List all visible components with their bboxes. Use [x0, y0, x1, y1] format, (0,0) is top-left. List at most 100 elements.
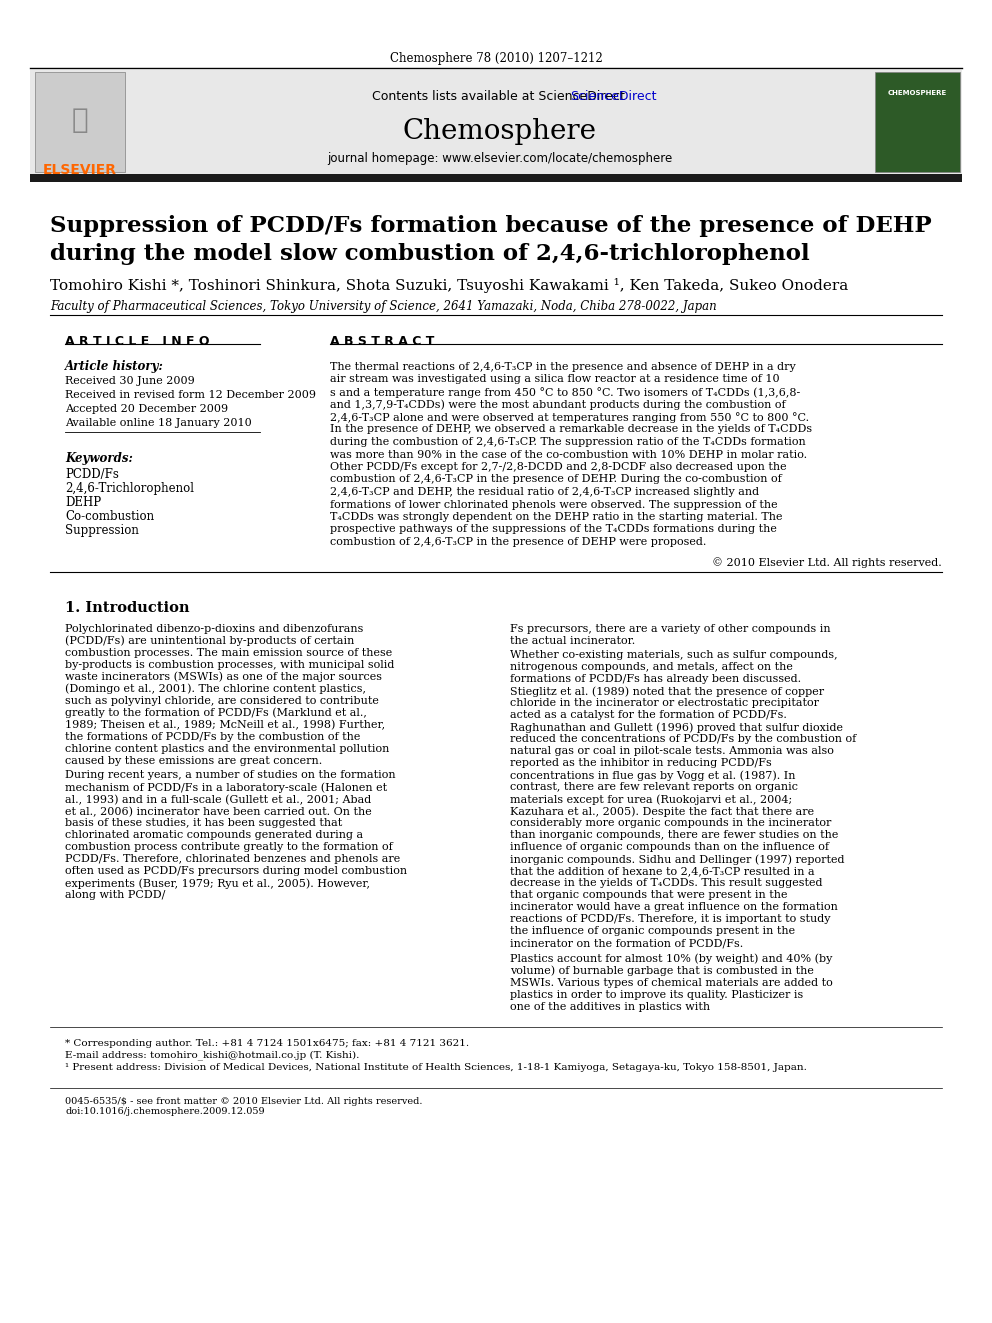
Text: Faculty of Pharmaceutical Sciences, Tokyo University of Science, 2641 Yamazaki, : Faculty of Pharmaceutical Sciences, Toky… [50, 300, 717, 314]
Text: Fs precursors, there are a variety of other compounds in: Fs precursors, there are a variety of ot… [510, 623, 830, 634]
Text: ELSEVIER: ELSEVIER [47, 130, 113, 143]
Text: often used as PCDD/Fs precursors during model combustion: often used as PCDD/Fs precursors during … [65, 867, 407, 877]
Text: the influence of organic compounds present in the: the influence of organic compounds prese… [510, 926, 796, 937]
Bar [35, 71, 125, 172]
Text: incinerator on the formation of PCDD/Fs.: incinerator on the formation of PCDD/Fs. [510, 938, 743, 949]
Text: considerably more organic compounds in the incinerator: considerably more organic compounds in t… [510, 819, 831, 828]
Text: Polychlorinated dibenzo-p-dioxins and dibenzofurans: Polychlorinated dibenzo-p-dioxins and di… [65, 623, 363, 634]
Text: waste incinerators (MSWIs) as one of the major sources: waste incinerators (MSWIs) as one of the… [65, 672, 382, 683]
Text: Stieglitz et al. (1989) noted that the presence of copper: Stieglitz et al. (1989) noted that the p… [510, 687, 824, 697]
Text: combustion processes. The main emission source of these: combustion processes. The main emission … [65, 647, 392, 658]
Text: Other PCDD/Fs except for 2,7-/2,8-DCDD and 2,8-DCDF also decreased upon the: Other PCDD/Fs except for 2,7-/2,8-DCDD a… [330, 462, 787, 472]
Text: 2,4,6-T₃CP and DEHP, the residual ratio of 2,4,6-T₃CP increased slightly and: 2,4,6-T₃CP and DEHP, the residual ratio … [330, 487, 759, 497]
Text: reduced the concentrations of PCDD/Fs by the combustion of: reduced the concentrations of PCDD/Fs by… [510, 734, 856, 745]
Text: combustion of 2,4,6-T₃CP in the presence of DEHP were proposed.: combustion of 2,4,6-T₃CP in the presence… [330, 537, 706, 546]
Text: ScienceDirect: ScienceDirect [570, 90, 657, 103]
Text: chlorinated aromatic compounds generated during a: chlorinated aromatic compounds generated… [65, 831, 363, 840]
Text: The thermal reactions of 2,4,6-T₃CP in the presence and absence of DEHP in a dry: The thermal reactions of 2,4,6-T₃CP in t… [330, 363, 796, 372]
Text: A R T I C L E   I N F O: A R T I C L E I N F O [65, 335, 209, 348]
Text: Chemosphere: Chemosphere [403, 118, 597, 146]
Text: the formations of PCDD/Fs by the combustion of the: the formations of PCDD/Fs by the combust… [65, 732, 360, 741]
Text: reactions of PCDD/Fs. Therefore, it is important to study: reactions of PCDD/Fs. Therefore, it is i… [510, 914, 830, 925]
Text: Article history:: Article history: [65, 360, 164, 373]
Text: Whether co-existing materials, such as sulfur compounds,: Whether co-existing materials, such as s… [510, 651, 837, 660]
Text: influence of organic compounds than on the influence of: influence of organic compounds than on t… [510, 843, 829, 852]
Text: caused by these emissions are great concern.: caused by these emissions are great conc… [65, 755, 322, 766]
Text: Accepted 20 December 2009: Accepted 20 December 2009 [65, 404, 228, 414]
Text: by-products is combustion processes, with municipal solid: by-products is combustion processes, wit… [65, 659, 395, 669]
Text: A B S T R A C T: A B S T R A C T [330, 335, 434, 348]
Text: Plastics account for almost 10% (by weight) and 40% (by: Plastics account for almost 10% (by weig… [510, 954, 832, 964]
Text: PCDD/Fs: PCDD/Fs [65, 468, 119, 482]
Text: 2,4,6-Trichlorophenol: 2,4,6-Trichlorophenol [65, 482, 194, 495]
Text: s and a temperature range from 450 °C to 850 °C. Two isomers of T₄CDDs (1,3,6,8-: s and a temperature range from 450 °C to… [330, 388, 801, 398]
Text: than inorganic compounds, there are fewer studies on the: than inorganic compounds, there are fewe… [510, 831, 838, 840]
Text: that organic compounds that were present in the: that organic compounds that were present… [510, 890, 788, 901]
Bar [30, 175, 962, 183]
Text: During recent years, a number of studies on the formation: During recent years, a number of studies… [65, 770, 396, 781]
Text: © 2010 Elsevier Ltd. All rights reserved.: © 2010 Elsevier Ltd. All rights reserved… [712, 557, 942, 569]
Text: Suppression of PCDD/Fs formation because of the presence of DEHP: Suppression of PCDD/Fs formation because… [50, 216, 931, 237]
Text: 1989; Theisen et al., 1989; McNeill et al., 1998) Further,: 1989; Theisen et al., 1989; McNeill et a… [65, 720, 385, 730]
Bar [130, 71, 870, 172]
Text: Received 30 June 2009: Received 30 June 2009 [65, 376, 194, 386]
Text: PCDD/Fs. Therefore, chlorinated benzenes and phenols are: PCDD/Fs. Therefore, chlorinated benzenes… [65, 855, 400, 864]
Text: T₄CDDs was strongly dependent on the DEHP ratio in the starting material. The: T₄CDDs was strongly dependent on the DEH… [330, 512, 783, 523]
Text: Chemosphere 78 (2010) 1207–1212: Chemosphere 78 (2010) 1207–1212 [390, 52, 602, 65]
Text: Suppression: Suppression [65, 524, 139, 537]
Text: al., 1993) and in a full-scale (Gullett et al., 2001; Abad: al., 1993) and in a full-scale (Gullett … [65, 795, 371, 804]
Text: inorganic compounds. Sidhu and Dellinger (1997) reported: inorganic compounds. Sidhu and Dellinger… [510, 855, 844, 865]
Text: Co-combustion: Co-combustion [65, 509, 154, 523]
Text: greatly to the formation of PCDD/Fs (Marklund et al.,: greatly to the formation of PCDD/Fs (Mar… [65, 708, 367, 718]
Text: ELSEVIER: ELSEVIER [43, 163, 117, 177]
Text: * Corresponding author. Tel.: +81 4 7124 1501x6475; fax: +81 4 7121 3621.: * Corresponding author. Tel.: +81 4 7124… [65, 1039, 469, 1048]
Text: contrast, there are few relevant reports on organic: contrast, there are few relevant reports… [510, 782, 798, 792]
Text: during the model slow combustion of 2,4,6-trichlorophenol: during the model slow combustion of 2,4,… [50, 243, 809, 265]
Text: mechanism of PCDD/Fs in a laboratory-scale (Halonen et: mechanism of PCDD/Fs in a laboratory-sca… [65, 782, 387, 792]
Text: In the presence of DEHP, we observed a remarkable decrease in the yields of T₄CD: In the presence of DEHP, we observed a r… [330, 425, 812, 434]
Text: nitrogenous compounds, and metals, affect on the: nitrogenous compounds, and metals, affec… [510, 663, 793, 672]
Text: Available online 18 January 2010: Available online 18 January 2010 [65, 418, 252, 429]
Text: formations of PCDD/Fs has already been discussed.: formations of PCDD/Fs has already been d… [510, 675, 802, 684]
Text: ¹ Present address: Division of Medical Devices, National Institute of Health Sci: ¹ Present address: Division of Medical D… [65, 1062, 806, 1072]
Text: Contents lists available at ScienceDirect: Contents lists available at ScienceDirec… [372, 90, 629, 103]
Text: combustion process contribute greatly to the formation of: combustion process contribute greatly to… [65, 843, 393, 852]
Text: CHEMOSPHERE: CHEMOSPHERE [888, 90, 946, 97]
Text: 🌳: 🌳 [71, 106, 88, 134]
Text: chloride in the incinerator or electrostatic precipitator: chloride in the incinerator or electrost… [510, 699, 819, 709]
Text: DEHP: DEHP [65, 496, 101, 509]
Text: Received in revised form 12 December 2009: Received in revised form 12 December 200… [65, 390, 316, 400]
Text: along with PCDD/: along with PCDD/ [65, 890, 166, 901]
Text: natural gas or coal in pilot-scale tests. Ammonia was also: natural gas or coal in pilot-scale tests… [510, 746, 834, 757]
Text: chlorine content plastics and the environmental pollution: chlorine content plastics and the enviro… [65, 744, 390, 754]
Text: volume) of burnable garbage that is combusted in the: volume) of burnable garbage that is comb… [510, 966, 813, 976]
Text: acted as a catalyst for the formation of PCDD/Fs.: acted as a catalyst for the formation of… [510, 710, 787, 721]
Text: Keywords:: Keywords: [65, 452, 133, 464]
Text: (Domingo et al., 2001). The chlorine content plastics,: (Domingo et al., 2001). The chlorine con… [65, 684, 366, 695]
Text: prospective pathways of the suppressions of the T₄CDDs formations during the: prospective pathways of the suppressions… [330, 524, 777, 534]
Text: Raghunathan and Gullett (1996) proved that sulfur dioxide: Raghunathan and Gullett (1996) proved th… [510, 722, 843, 733]
Text: MSWIs. Various types of chemical materials are added to: MSWIs. Various types of chemical materia… [510, 978, 832, 987]
Text: the actual incinerator.: the actual incinerator. [510, 635, 635, 646]
Text: Tomohiro Kishi *, Toshinori Shinkura, Shota Suzuki, Tsuyoshi Kawakami ¹, Ken Tak: Tomohiro Kishi *, Toshinori Shinkura, Sh… [50, 278, 848, 292]
Text: 1. Introduction: 1. Introduction [65, 602, 189, 615]
Text: one of the additives in plastics with: one of the additives in plastics with [510, 1002, 710, 1012]
Text: E-mail address: tomohiro_kishi@hotmail.co.jp (T. Kishi).: E-mail address: tomohiro_kishi@hotmail.c… [65, 1050, 359, 1060]
Text: combustion of 2,4,6-T₃CP in the presence of DEHP. During the co-combustion of: combustion of 2,4,6-T₃CP in the presence… [330, 475, 782, 484]
Text: during the combustion of 2,4,6-T₃CP. The suppression ratio of the T₄CDDs formati: during the combustion of 2,4,6-T₃CP. The… [330, 437, 806, 447]
Text: decrease in the yields of T₄CDDs. This result suggested: decrease in the yields of T₄CDDs. This r… [510, 878, 822, 889]
Text: 0045-6535/$ - see front matter © 2010 Elsevier Ltd. All rights reserved.: 0045-6535/$ - see front matter © 2010 El… [65, 1098, 423, 1106]
Text: air stream was investigated using a silica flow reactor at a residence time of 1: air stream was investigated using a sili… [330, 374, 780, 385]
Text: incinerator would have a great influence on the formation: incinerator would have a great influence… [510, 902, 838, 913]
Text: that the addition of hexane to 2,4,6-T₃CP resulted in a: that the addition of hexane to 2,4,6-T₃C… [510, 867, 814, 877]
Text: et al., 2006) incinerator have been carried out. On the: et al., 2006) incinerator have been carr… [65, 807, 372, 816]
Text: concentrations in flue gas by Vogg et al. (1987). In: concentrations in flue gas by Vogg et al… [510, 770, 796, 781]
Bar [30, 70, 962, 175]
Text: such as polyvinyl chloride, are considered to contribute: such as polyvinyl chloride, are consider… [65, 696, 379, 705]
Text: Kazuhara et al., 2005). Despite the fact that there are: Kazuhara et al., 2005). Despite the fact… [510, 807, 814, 818]
Text: experiments (Buser, 1979; Ryu et al., 2005). However,: experiments (Buser, 1979; Ryu et al., 20… [65, 878, 370, 889]
Text: formations of lower chlorinated phenols were observed. The suppression of the: formations of lower chlorinated phenols … [330, 500, 778, 509]
Text: materials except for urea (Ruokojarvi et al., 2004;: materials except for urea (Ruokojarvi et… [510, 795, 793, 806]
Text: (PCDD/Fs) are unintentional by-products of certain: (PCDD/Fs) are unintentional by-products … [65, 635, 354, 646]
Text: 2,4,6-T₃CP alone and were observed at temperatures ranging from 550 °C to 800 °C: 2,4,6-T₃CP alone and were observed at te… [330, 411, 809, 423]
